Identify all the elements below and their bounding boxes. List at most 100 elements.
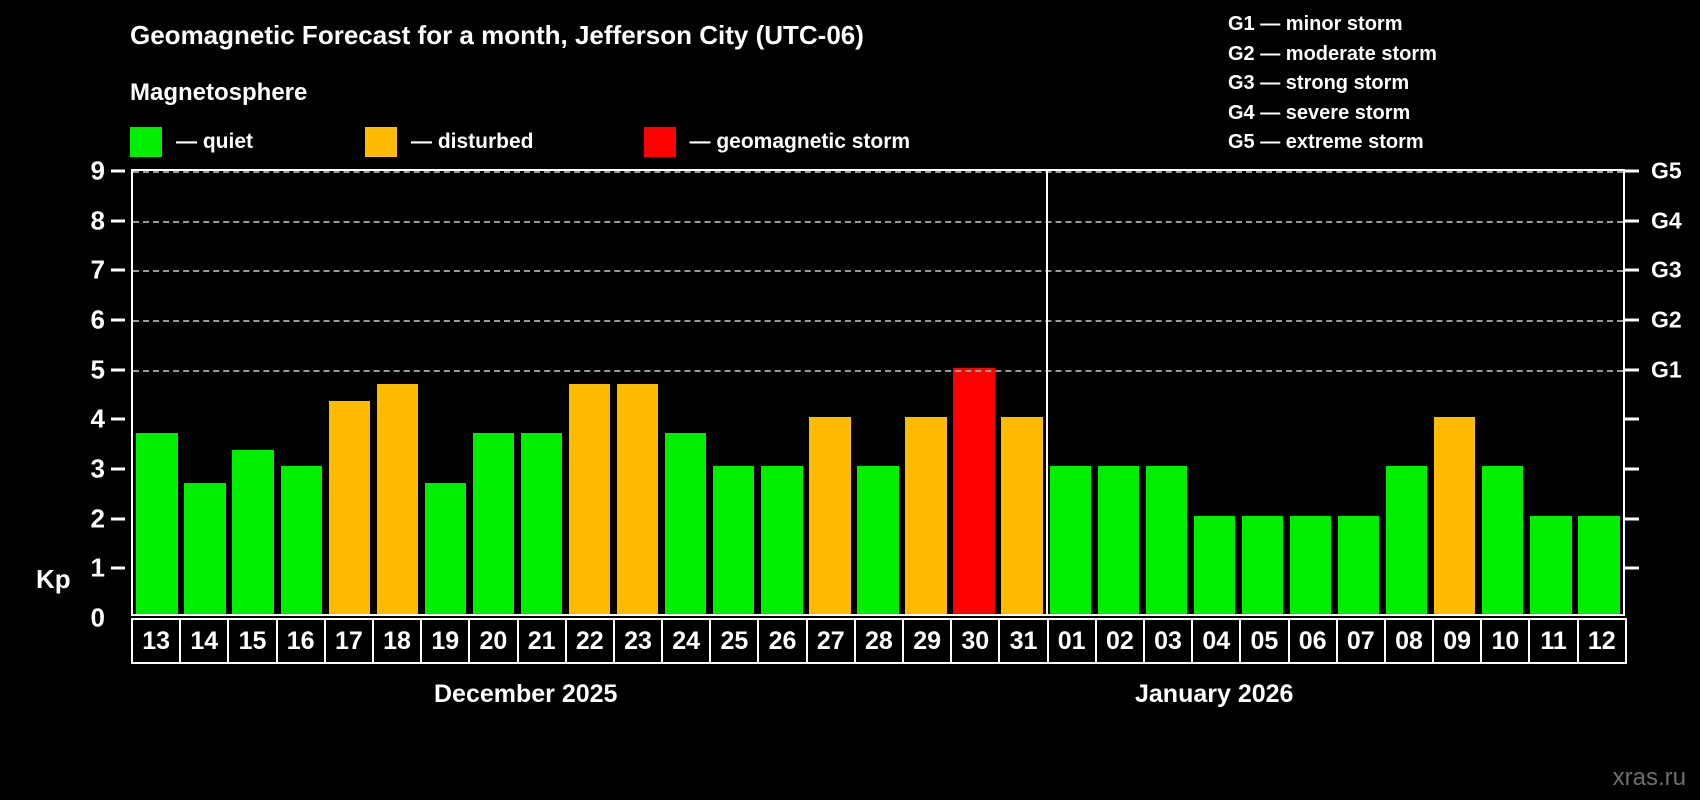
bar-11 <box>1530 515 1572 614</box>
date-cell-09[interactable]: 09 <box>1432 618 1483 664</box>
y-tick-label-6: 6 <box>90 304 105 335</box>
date-cell-16[interactable]: 16 <box>275 618 326 664</box>
y-tick-label-7: 7 <box>90 254 105 285</box>
date-cell-14[interactable]: 14 <box>179 618 230 664</box>
g-tick-label-G2: G2 <box>1651 306 1682 333</box>
storm-scale-key: G1 — minor storm G2 — moderate storm G3 — … <box>1228 10 1437 158</box>
watermark: xras.ru <box>1612 764 1686 791</box>
bar-slot <box>469 171 517 614</box>
bar-28 <box>857 466 899 614</box>
month-label-second: January 2026 <box>1135 680 1294 708</box>
bar-series <box>133 171 1623 614</box>
bar-slot <box>566 171 614 614</box>
bar-08 <box>1385 466 1428 614</box>
date-cell-30[interactable]: 30 <box>950 618 1001 664</box>
date-cell-17[interactable]: 17 <box>323 618 374 664</box>
date-cell-07[interactable]: 07 <box>1335 618 1386 664</box>
bar-slot <box>854 171 902 614</box>
date-cell-18[interactable]: 18 <box>371 618 423 664</box>
y-tick-mark <box>111 368 125 372</box>
y-tick-mark <box>111 219 125 223</box>
y-tick-label-0: 0 <box>90 602 105 633</box>
bar-10 <box>1482 466 1524 614</box>
date-cell-01[interactable]: 01 <box>1046 618 1097 664</box>
bar-slot <box>229 171 277 614</box>
y-tick-mark <box>111 169 125 173</box>
bar-18 <box>376 384 418 614</box>
y-tick-mark <box>111 268 125 272</box>
g-tick-label-G4: G4 <box>1651 207 1682 234</box>
bar-15 <box>232 450 274 614</box>
bar-slot <box>1287 171 1335 614</box>
bar-slot <box>373 171 421 614</box>
bar-slot <box>614 171 662 614</box>
date-cell-05[interactable]: 05 <box>1239 618 1290 664</box>
bar-29 <box>905 417 947 614</box>
date-cell-12[interactable]: 12 <box>1576 618 1627 664</box>
legend-label: — quiet <box>176 130 253 153</box>
y-tick-label-5: 5 <box>90 354 105 385</box>
bar-slot <box>1094 171 1142 614</box>
legend-label: — geomagnetic storm <box>689 130 911 153</box>
red-square-icon <box>643 127 676 157</box>
plot-area <box>131 169 1625 616</box>
g-tick-mark <box>1625 517 1639 521</box>
y-axis-g-scale: G1 G2 G3 G4 G5 <box>1625 158 1700 620</box>
date-cell-27[interactable]: 27 <box>805 618 856 664</box>
g-tick-mark <box>1625 318 1639 322</box>
month-label-first: December 2025 <box>434 680 618 708</box>
date-cell-19[interactable]: 19 <box>420 618 471 664</box>
date-cell-20[interactable]: 20 <box>468 618 519 664</box>
bar-slot <box>1527 171 1575 614</box>
date-cell-31[interactable]: 31 <box>998 618 1049 664</box>
bar-slot <box>998 171 1046 614</box>
date-cell-29[interactable]: 29 <box>902 618 953 664</box>
bar-slot <box>806 171 854 614</box>
y-tick-label-8: 8 <box>90 205 105 236</box>
bar-slot <box>133 171 181 614</box>
bar-20 <box>472 433 515 614</box>
date-cell-26[interactable]: 26 <box>757 618 808 664</box>
date-cell-25[interactable]: 25 <box>709 618 760 664</box>
orange-square-icon <box>365 127 397 157</box>
bar-slot <box>902 171 950 614</box>
date-cell-22[interactable]: 22 <box>564 618 615 664</box>
date-cell-23[interactable]: 23 <box>612 618 664 664</box>
date-cell-21[interactable]: 21 <box>516 618 567 664</box>
date-cell-08[interactable]: 08 <box>1383 618 1435 664</box>
date-cell-15[interactable]: 15 <box>227 618 278 664</box>
storm-scale-line: G5 — extreme storm <box>1228 131 1424 153</box>
bar-slot <box>758 171 806 614</box>
date-cell-02[interactable]: 02 <box>1094 618 1145 664</box>
gridline <box>133 270 1623 273</box>
date-cell-03[interactable]: 03 <box>1142 618 1194 664</box>
y-tick-mark <box>111 566 125 570</box>
date-cell-10[interactable]: 10 <box>1480 618 1531 664</box>
legend-item-geomagneticstorm: — geomagnetic storm <box>643 127 911 157</box>
bar-05 <box>1241 515 1284 614</box>
y-tick-mark <box>111 417 125 421</box>
bar-slot <box>1142 171 1190 614</box>
legend: — quiet — disturbed — geomagnetic storm <box>130 127 910 157</box>
bar-slot <box>710 171 758 614</box>
bar-07 <box>1337 515 1380 614</box>
date-cell-11[interactable]: 11 <box>1528 618 1579 664</box>
y-tick-label-3: 3 <box>90 453 105 484</box>
date-cell-06[interactable]: 06 <box>1287 618 1338 664</box>
date-cell-13[interactable]: 13 <box>131 618 182 664</box>
storm-scale-line: G4 — severe storm <box>1228 101 1411 124</box>
bar-23 <box>616 384 659 614</box>
subtitle-magnetosphere: Magnetosphere <box>130 79 308 106</box>
y-tick-mark <box>111 467 125 471</box>
date-cell-24[interactable]: 24 <box>661 618 712 664</box>
bar-16 <box>280 466 322 614</box>
date-cell-04[interactable]: 04 <box>1191 618 1242 664</box>
date-cell-28[interactable]: 28 <box>853 618 904 664</box>
bar-17 <box>328 400 370 614</box>
bar-04 <box>1193 515 1236 614</box>
bar-slot <box>950 171 998 614</box>
bar-02 <box>1097 466 1139 614</box>
y-tick-mark <box>111 517 125 521</box>
g-tick-mark <box>1625 566 1639 570</box>
storm-scale-line: G1 — minor storm <box>1228 13 1403 35</box>
